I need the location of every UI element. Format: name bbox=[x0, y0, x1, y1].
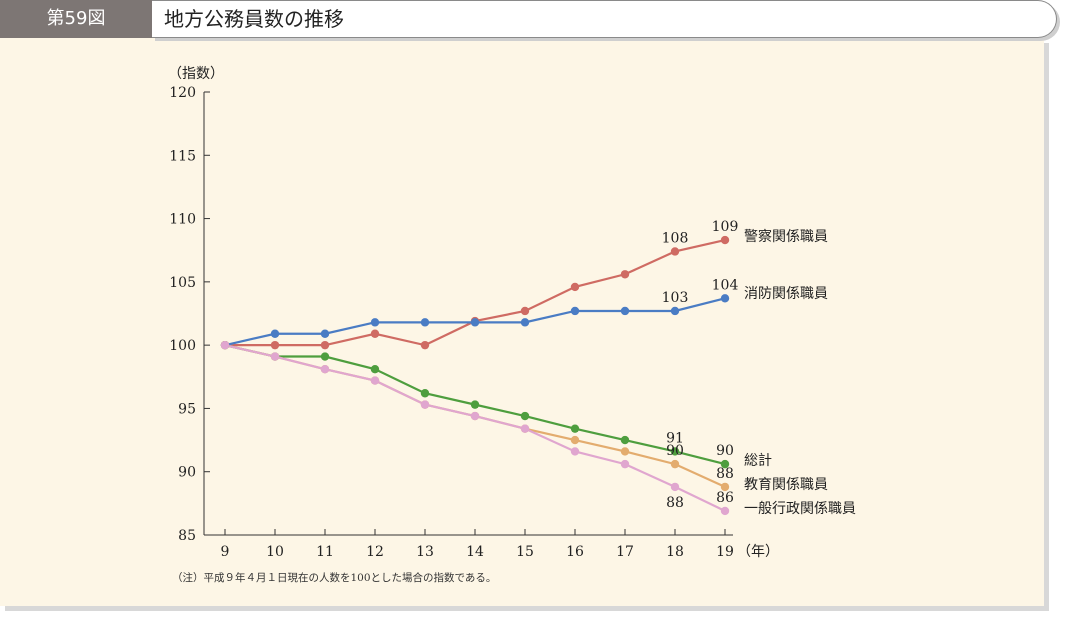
data-point bbox=[520, 411, 530, 421]
data-point bbox=[620, 459, 630, 469]
x-tick-label: 9 bbox=[221, 544, 230, 560]
data-point bbox=[670, 459, 680, 469]
x-tick-label: 10 bbox=[266, 544, 284, 560]
data-point bbox=[470, 411, 480, 421]
data-point bbox=[420, 389, 430, 398]
title-bar: 第59図 地方公務員数の推移 bbox=[0, 0, 1058, 38]
footnote: （注）平成９年４月１日現在の人数を100とした場合の指数である。 bbox=[172, 572, 497, 584]
x-tick-label: 11 bbox=[316, 544, 334, 560]
line-chart: （指数） 85 90 95 100 105 110 115 120 9 10 11 12 13 14 15… bbox=[168, 66, 856, 560]
data-label: 103 bbox=[662, 290, 689, 306]
x-tick-label: 14 bbox=[466, 544, 484, 560]
data-point bbox=[420, 400, 430, 409]
series-label: 消防関係職員 bbox=[744, 286, 828, 302]
data-point bbox=[720, 482, 730, 492]
data-point bbox=[720, 294, 730, 303]
y-tick-label: 110 bbox=[169, 212, 196, 228]
figure-number: 第59図 bbox=[0, 0, 152, 38]
data-point bbox=[620, 435, 630, 445]
data-point bbox=[620, 270, 630, 279]
x-tick-label: 18 bbox=[666, 544, 684, 560]
data-point bbox=[520, 424, 530, 433]
x-tick-label: 13 bbox=[416, 544, 434, 560]
data-label: 108 bbox=[662, 230, 689, 246]
data-label: 88 bbox=[716, 466, 734, 482]
data-point bbox=[420, 340, 430, 350]
data-point bbox=[720, 235, 730, 245]
data-point bbox=[320, 340, 330, 350]
x-tick-label: 16 bbox=[566, 544, 584, 560]
data-point bbox=[320, 352, 330, 361]
data-point bbox=[370, 364, 380, 374]
series-line bbox=[224, 344, 726, 512]
x-tick-label: 17 bbox=[616, 544, 634, 560]
data-point bbox=[270, 352, 280, 361]
data-label: 90 bbox=[716, 443, 734, 459]
data-label: 86 bbox=[716, 490, 734, 506]
y-tick-label: 115 bbox=[169, 148, 196, 164]
data-point bbox=[670, 306, 680, 316]
data-point bbox=[520, 318, 530, 327]
y-tick-label: 120 bbox=[169, 85, 196, 101]
y-tick-label: 105 bbox=[169, 275, 196, 291]
data-point bbox=[420, 318, 430, 327]
data-label: 91 bbox=[666, 430, 684, 446]
data-point bbox=[620, 447, 630, 456]
data-point bbox=[470, 400, 480, 409]
y-tick-label: 100 bbox=[169, 338, 196, 354]
x-tick-label: 15 bbox=[516, 544, 534, 560]
data-point bbox=[470, 318, 480, 327]
series-line bbox=[225, 239, 726, 347]
data-point bbox=[670, 447, 680, 456]
data-label: 109 bbox=[712, 219, 739, 235]
series-label: 教育関係職員 bbox=[744, 477, 828, 493]
chart-title: 地方公務員数の推移 bbox=[164, 7, 344, 31]
data-point bbox=[270, 329, 280, 338]
data-point bbox=[570, 435, 580, 445]
series-label: 総計 bbox=[744, 453, 772, 469]
data-point bbox=[270, 340, 280, 350]
x-tick-label: 19 bbox=[716, 544, 734, 560]
series-label: 警察関係職員 bbox=[744, 228, 828, 245]
data-point bbox=[320, 364, 330, 374]
data-label: 90 bbox=[666, 443, 684, 459]
data-point bbox=[570, 282, 580, 292]
data-point bbox=[370, 318, 380, 327]
y-tick-label: 90 bbox=[178, 465, 196, 481]
data-point bbox=[370, 329, 380, 338]
x-tick-label: 12 bbox=[366, 544, 384, 560]
data-point bbox=[220, 340, 230, 350]
data-point bbox=[570, 424, 580, 433]
data-point bbox=[620, 306, 630, 316]
series-label: 一般行政関係職員 bbox=[744, 501, 856, 517]
y-axis-label: （指数） bbox=[168, 66, 224, 82]
data-point bbox=[670, 482, 680, 492]
data-point bbox=[370, 376, 380, 385]
y-tick-label: 85 bbox=[178, 528, 196, 544]
data-point bbox=[720, 506, 730, 516]
title-box: 地方公務員数の推移 bbox=[152, 0, 1057, 38]
y-tick-label: 95 bbox=[178, 401, 196, 417]
data-label: 104 bbox=[712, 277, 739, 293]
data-point bbox=[570, 447, 580, 456]
data-point bbox=[720, 459, 730, 469]
data-point bbox=[320, 329, 330, 338]
data-point bbox=[520, 306, 530, 316]
data-label: 88 bbox=[666, 495, 684, 511]
data-point bbox=[670, 247, 680, 256]
figure-frame: 第59図 地方公務員数の推移 （指数） 85 90 95 100 105 110 115 12… bbox=[0, 0, 1058, 606]
data-point bbox=[570, 306, 580, 316]
x-axis-unit: （年） bbox=[737, 544, 779, 560]
